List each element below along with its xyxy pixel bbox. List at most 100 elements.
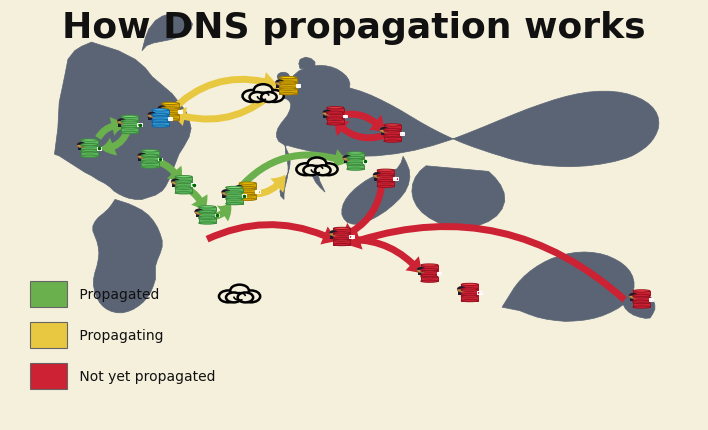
Bar bbox=[461, 285, 479, 289]
Ellipse shape bbox=[81, 144, 98, 146]
Ellipse shape bbox=[81, 151, 98, 154]
Circle shape bbox=[417, 267, 426, 273]
Wedge shape bbox=[275, 80, 285, 83]
Ellipse shape bbox=[152, 126, 169, 128]
Ellipse shape bbox=[81, 156, 98, 158]
Bar bbox=[222, 194, 230, 198]
Bar bbox=[343, 160, 351, 164]
FancyArrowPatch shape bbox=[334, 111, 384, 133]
Bar bbox=[458, 291, 465, 295]
Bar bbox=[81, 147, 98, 151]
Ellipse shape bbox=[239, 183, 256, 185]
Circle shape bbox=[297, 164, 315, 176]
Ellipse shape bbox=[226, 203, 243, 205]
Ellipse shape bbox=[175, 182, 193, 184]
Circle shape bbox=[118, 119, 126, 125]
Circle shape bbox=[319, 164, 338, 176]
Wedge shape bbox=[171, 179, 181, 182]
Bar bbox=[384, 132, 401, 136]
Ellipse shape bbox=[239, 193, 256, 195]
Ellipse shape bbox=[377, 174, 394, 176]
Bar bbox=[159, 110, 166, 114]
Circle shape bbox=[222, 190, 231, 196]
Ellipse shape bbox=[326, 123, 344, 126]
Ellipse shape bbox=[161, 114, 179, 116]
Ellipse shape bbox=[199, 206, 216, 209]
Circle shape bbox=[158, 106, 166, 112]
Ellipse shape bbox=[280, 88, 297, 90]
Ellipse shape bbox=[121, 128, 139, 130]
Ellipse shape bbox=[384, 125, 401, 127]
Ellipse shape bbox=[121, 120, 139, 123]
Ellipse shape bbox=[175, 176, 193, 178]
Bar bbox=[239, 184, 256, 188]
Ellipse shape bbox=[633, 301, 650, 303]
Bar bbox=[477, 292, 481, 295]
Wedge shape bbox=[137, 154, 147, 157]
Ellipse shape bbox=[121, 122, 139, 124]
Bar bbox=[118, 123, 125, 127]
Ellipse shape bbox=[377, 175, 394, 178]
Ellipse shape bbox=[421, 270, 438, 272]
Bar bbox=[649, 298, 653, 301]
Ellipse shape bbox=[461, 284, 479, 286]
Circle shape bbox=[148, 113, 156, 118]
Bar bbox=[175, 183, 193, 187]
Ellipse shape bbox=[226, 187, 243, 189]
Polygon shape bbox=[412, 166, 505, 228]
Ellipse shape bbox=[81, 150, 98, 152]
Bar bbox=[280, 78, 297, 83]
Bar bbox=[347, 154, 364, 158]
Ellipse shape bbox=[142, 156, 159, 158]
Ellipse shape bbox=[347, 163, 364, 165]
Wedge shape bbox=[235, 186, 244, 189]
Circle shape bbox=[219, 291, 238, 303]
Ellipse shape bbox=[121, 126, 139, 129]
Polygon shape bbox=[623, 293, 655, 319]
Ellipse shape bbox=[633, 290, 650, 292]
Bar bbox=[437, 272, 441, 275]
Ellipse shape bbox=[199, 218, 216, 220]
Bar bbox=[276, 84, 284, 89]
Polygon shape bbox=[93, 200, 162, 313]
Bar bbox=[393, 178, 398, 181]
Wedge shape bbox=[343, 156, 352, 159]
Bar bbox=[347, 160, 364, 164]
Ellipse shape bbox=[421, 264, 438, 267]
FancyArrowPatch shape bbox=[100, 130, 131, 156]
Ellipse shape bbox=[347, 158, 364, 160]
FancyArrowPatch shape bbox=[346, 224, 627, 303]
Polygon shape bbox=[564, 124, 600, 156]
Ellipse shape bbox=[384, 130, 401, 132]
Bar bbox=[175, 189, 193, 194]
Ellipse shape bbox=[384, 136, 401, 138]
Ellipse shape bbox=[333, 228, 350, 230]
Ellipse shape bbox=[142, 162, 159, 164]
Bar bbox=[30, 363, 67, 389]
Ellipse shape bbox=[142, 155, 159, 157]
FancyArrowPatch shape bbox=[171, 86, 280, 127]
Polygon shape bbox=[299, 58, 315, 70]
Wedge shape bbox=[322, 111, 332, 114]
Ellipse shape bbox=[461, 294, 479, 296]
Bar bbox=[363, 160, 367, 163]
Ellipse shape bbox=[152, 120, 169, 122]
Bar bbox=[215, 214, 219, 217]
Polygon shape bbox=[55, 43, 191, 200]
Ellipse shape bbox=[81, 145, 98, 147]
Bar bbox=[30, 322, 67, 348]
Ellipse shape bbox=[175, 192, 193, 194]
Circle shape bbox=[238, 293, 253, 303]
Bar bbox=[421, 265, 438, 270]
Bar bbox=[152, 122, 169, 127]
Bar bbox=[421, 277, 438, 282]
Ellipse shape bbox=[461, 300, 479, 302]
Circle shape bbox=[254, 85, 273, 97]
Ellipse shape bbox=[81, 140, 98, 142]
Bar bbox=[142, 157, 159, 162]
Ellipse shape bbox=[161, 109, 179, 111]
Ellipse shape bbox=[347, 157, 364, 159]
Wedge shape bbox=[157, 106, 167, 109]
Ellipse shape bbox=[377, 170, 394, 172]
Bar bbox=[326, 114, 344, 119]
